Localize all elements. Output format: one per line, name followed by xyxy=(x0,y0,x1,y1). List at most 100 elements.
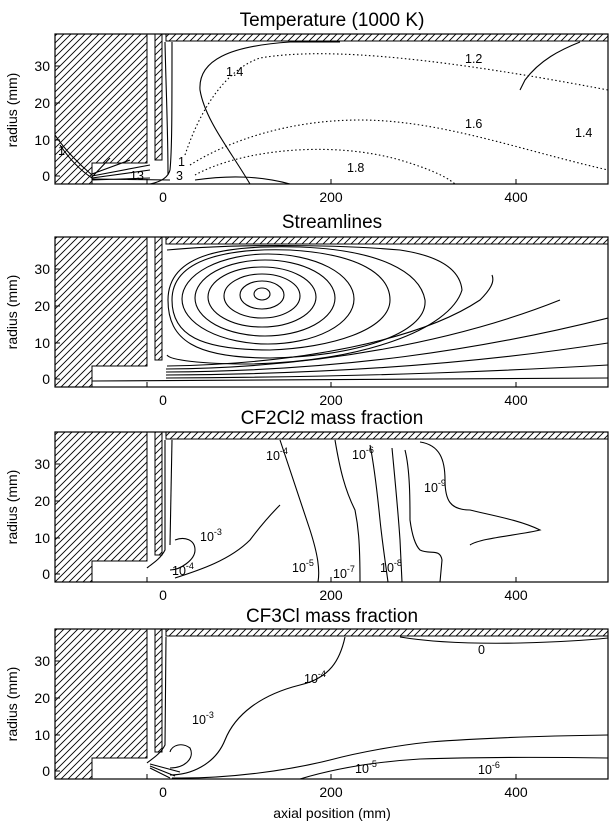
axis-ticks xyxy=(55,463,517,582)
contour-line xyxy=(91,157,171,181)
label-base: 10 xyxy=(192,713,206,727)
wall-strip xyxy=(165,34,608,42)
contour-label: 1.4 xyxy=(575,126,592,140)
contour-line xyxy=(171,734,608,779)
contour-label: 10-4 xyxy=(304,669,326,686)
contour-label: 10-4 xyxy=(266,446,288,463)
y-tick-label: 0 xyxy=(42,566,50,582)
streamline xyxy=(165,342,608,376)
contour-line xyxy=(174,504,281,579)
label-exponent: -5 xyxy=(306,558,314,568)
contour-line xyxy=(169,439,173,546)
x-tick-label: 0 xyxy=(159,784,167,800)
inner-wall xyxy=(154,432,163,556)
x-axis-label: axial position (mm) xyxy=(273,805,390,821)
contour-line xyxy=(55,134,93,179)
contour-line xyxy=(169,744,192,769)
streamline xyxy=(207,266,317,328)
inlet-block xyxy=(55,629,148,779)
inlet-block xyxy=(55,432,148,582)
contour-label: 3 xyxy=(176,169,183,183)
streamline xyxy=(166,274,494,367)
x-tick-label: 400 xyxy=(504,189,528,205)
contour-line xyxy=(169,537,196,571)
panel-title: Streamlines xyxy=(282,212,382,233)
axis-ticks xyxy=(55,65,517,184)
plot-area xyxy=(55,237,608,387)
x-tick-label: 0 xyxy=(159,587,167,603)
x-tick-label: 200 xyxy=(319,587,343,603)
label-exponent: -9 xyxy=(438,478,446,488)
wall-strip xyxy=(165,629,608,637)
streamline xyxy=(165,299,561,370)
y-tick-label: 10 xyxy=(34,335,50,351)
x-tick-label: 400 xyxy=(504,587,528,603)
contour-line xyxy=(199,41,340,184)
axis-ticks xyxy=(55,268,517,387)
contour-label: 0 xyxy=(478,643,485,657)
streamline xyxy=(167,246,426,359)
label-exponent: -3 xyxy=(214,527,222,537)
label-base: 10 xyxy=(478,763,492,777)
label-base: 10 xyxy=(172,564,186,578)
label-base: 10 xyxy=(424,481,438,495)
contour-label: 1 xyxy=(58,144,65,158)
y-tick-label: 30 xyxy=(34,653,50,669)
y-tick-label: 0 xyxy=(42,168,50,184)
streamline xyxy=(171,249,391,351)
contour-line xyxy=(194,176,291,184)
streamline-group xyxy=(91,244,608,382)
contour-label: 1.4 xyxy=(226,65,243,79)
inner-wall xyxy=(154,34,163,161)
y-tick-label: 0 xyxy=(42,763,50,779)
panel-title: CF2Cl2 mass fraction xyxy=(241,408,424,429)
streamline xyxy=(165,364,608,379)
contour-line xyxy=(279,439,320,582)
y-axis-label: radius (mm) xyxy=(4,73,20,148)
contour-label: 1.6 xyxy=(465,117,482,131)
plot-area: 10-4 10-6 10-9 10-3 10-4 10-5 10-7 10-8 xyxy=(55,432,608,582)
contour-line xyxy=(149,763,181,779)
x-tick-label: 200 xyxy=(319,392,343,408)
panel-streamlines: Streamlines xyxy=(4,212,609,408)
label-exponent: -4 xyxy=(318,669,326,679)
inner-wall xyxy=(154,629,163,753)
contour-line xyxy=(419,441,542,546)
contour-label: 10-5 xyxy=(292,558,314,575)
plot-area: 0 10-4 10-3 10-5 10-6 xyxy=(55,629,608,779)
y-axis-label: radius (mm) xyxy=(4,275,20,350)
panel-title: Temperature (1000 K) xyxy=(240,10,425,31)
streamline xyxy=(223,273,301,319)
label-base: 10 xyxy=(352,448,366,462)
panel-temperature: Temperature (1000 K) 1.2 1.4 1.4 1.6 1.8… xyxy=(4,10,609,205)
contour-label: 10-5 xyxy=(355,759,377,776)
wall-strip xyxy=(165,237,608,245)
contour-label: 10-3 xyxy=(200,527,222,544)
label-base: 10 xyxy=(304,672,318,686)
y-axis-label: radius (mm) xyxy=(4,667,20,742)
contour-line xyxy=(404,449,443,582)
contour-label: 1.2 xyxy=(465,52,482,66)
label-base: 10 xyxy=(380,561,394,575)
x-tick-label: 0 xyxy=(159,392,167,408)
x-tick-label: 400 xyxy=(504,392,528,408)
contour-line xyxy=(334,439,361,582)
streamline xyxy=(165,317,608,373)
x-tick-label: 200 xyxy=(319,189,343,205)
y-tick-label: 10 xyxy=(34,727,50,743)
contour-label: 10-6 xyxy=(352,445,374,462)
label-base: 10 xyxy=(200,530,214,544)
y-tick-label: 20 xyxy=(34,298,50,314)
contour-line xyxy=(146,636,167,764)
x-tick-label: 0 xyxy=(159,189,167,205)
y-tick-label: 30 xyxy=(34,58,50,74)
panel-title: CF3Cl mass fraction xyxy=(246,606,418,627)
inlet-block xyxy=(55,237,148,387)
x-tick-label: 200 xyxy=(319,784,343,800)
y-tick-label: 20 xyxy=(34,95,50,111)
contour-line xyxy=(189,119,608,171)
contour-label: 10-4 xyxy=(172,561,194,578)
panel-cf3cl: CF3Cl mass fraction 0 10-4 10-3 10-5 10-… xyxy=(4,606,609,821)
inlet-block xyxy=(55,34,148,184)
